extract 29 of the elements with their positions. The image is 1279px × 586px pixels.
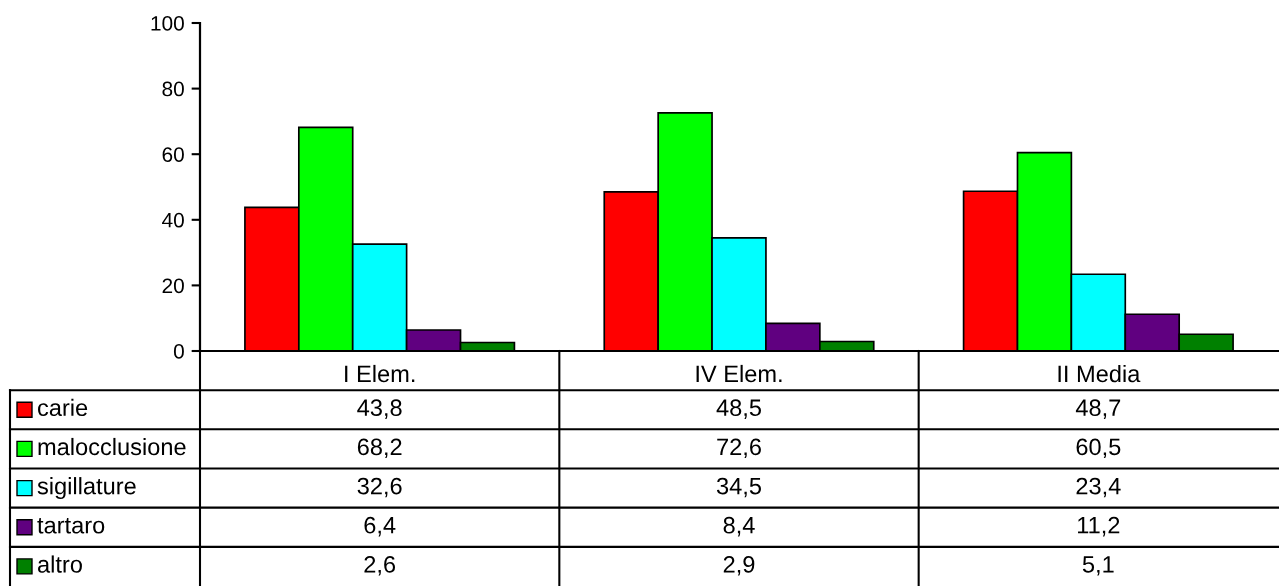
legend-label: altro bbox=[38, 555, 82, 573]
y-tick-label: 0 bbox=[173, 344, 184, 359]
data-label: 11,2 bbox=[1078, 516, 1120, 537]
y-tick-label: 100 bbox=[151, 16, 184, 31]
data-label: 48,5 bbox=[716, 399, 761, 419]
y-tick-label: 40 bbox=[162, 212, 184, 228]
legend-label: malocclusione bbox=[38, 437, 186, 456]
x-tick-label: II Media bbox=[1058, 364, 1141, 383]
data-label: 6,4 bbox=[364, 516, 396, 537]
data-label: 34,5 bbox=[716, 477, 761, 498]
data-label: 43,8 bbox=[357, 399, 402, 419]
data-label: 23,4 bbox=[1076, 477, 1121, 498]
y-tick-label: 20 bbox=[162, 278, 184, 294]
x-tick-label: I Elem. bbox=[345, 364, 415, 383]
data-label: 8,4 bbox=[723, 516, 755, 537]
data-label: 60,5 bbox=[1076, 438, 1121, 459]
x-tick-label: IV Elem. bbox=[696, 364, 782, 383]
y-tick-label: 80 bbox=[162, 81, 184, 97]
y-tick-label: 60 bbox=[162, 147, 184, 162]
data-label: 72,6 bbox=[717, 438, 761, 459]
data-label: 48,7 bbox=[1075, 399, 1121, 419]
legend-label: tartaro bbox=[37, 518, 105, 534]
data-label: 2,9 bbox=[723, 556, 755, 576]
data-label: 68,2 bbox=[357, 438, 402, 459]
data-label: 5,1 bbox=[1082, 556, 1114, 576]
legend-label: carie bbox=[38, 398, 88, 417]
data-label: 32,6 bbox=[357, 477, 402, 498]
data-label: 2,6 bbox=[364, 556, 396, 576]
legend-label: sigillature bbox=[37, 477, 136, 500]
